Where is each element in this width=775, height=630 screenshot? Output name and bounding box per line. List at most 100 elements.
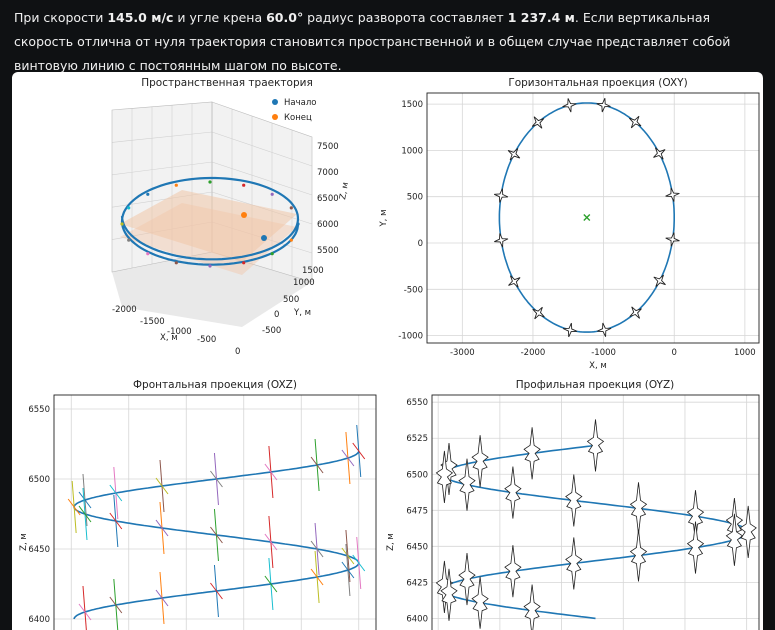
aircraft-marker	[146, 252, 150, 256]
aircraft-marker	[440, 568, 458, 621]
aircraft-marker	[532, 306, 545, 320]
wing-mark	[264, 533, 278, 551]
z-tick: 6500	[317, 194, 339, 204]
y-tick-label: 6475	[406, 506, 428, 516]
speed-value: 145.0 м/с	[107, 10, 174, 25]
wing-mark	[155, 477, 169, 495]
legend-end-label: Конец	[284, 113, 312, 123]
wing-mark	[109, 512, 123, 530]
y-tick-label: 6450	[406, 542, 428, 552]
aircraft-marker	[725, 513, 744, 566]
wing-mark	[82, 585, 87, 630]
wing-mark	[310, 456, 324, 474]
aircraft-marker	[586, 419, 605, 472]
wing-mark	[155, 589, 169, 607]
y-tick-label: 6400	[28, 615, 50, 625]
aircraft-marker	[494, 233, 509, 248]
wing-mark	[67, 498, 81, 516]
aircraft-marker	[507, 148, 521, 161]
y-tick-label: 6425	[406, 578, 428, 588]
aircraft-marker	[289, 238, 293, 242]
aircraft-marker	[565, 474, 583, 527]
aircraft-marker	[565, 537, 583, 590]
wing-mark	[210, 582, 223, 600]
description-text: При скорости 145.0 м/с и угле крена 60.0…	[14, 10, 731, 73]
chart-3d-start-point	[261, 235, 267, 241]
z-tick: 7500	[317, 142, 339, 152]
aircraft-marker	[289, 206, 293, 210]
y-tick-label: 0	[418, 239, 423, 249]
aircraft-marker	[127, 206, 131, 210]
aircraft-marker	[562, 98, 577, 113]
x-tick-label: -2000	[521, 348, 546, 358]
aircraft-marker	[127, 238, 131, 242]
x-axis-label: X, м	[160, 333, 178, 343]
wing-mark	[78, 603, 92, 621]
x-tick-label: 0	[672, 348, 677, 358]
aircraft-marker	[653, 274, 666, 288]
radius-value: 1 237.4 м	[507, 10, 575, 25]
chart-3d-title: Пространственная траектория	[141, 77, 313, 89]
chart-oxz-title: Фронтальная проекция (OXZ)	[133, 379, 297, 391]
aircraft-marker	[596, 98, 611, 113]
x-tick-label: -3000	[450, 348, 475, 358]
wing-mark	[341, 547, 355, 565]
aircraft-marker	[504, 466, 522, 519]
y-tick-label: 6400	[406, 614, 428, 624]
aircraft-marker	[629, 529, 648, 582]
wing-mark	[109, 596, 123, 614]
z-tick: 7000	[317, 168, 339, 178]
x-tick: -1500	[140, 317, 165, 327]
grid-line	[211, 131, 313, 167]
grid-line	[211, 161, 313, 196]
grid-line	[111, 131, 213, 143]
y-tick-label: 500	[407, 193, 423, 203]
aircraft-marker	[508, 275, 521, 288]
aircraft-marker	[686, 521, 705, 574]
wing-mark	[264, 463, 278, 481]
oyz-y-label: Z, м	[386, 533, 396, 551]
chart-oxy-title: Горизонтальная проекция (OXY)	[508, 77, 687, 89]
chart-oxz: Фронтальная проекция (OXZ) 6400 6450 6500 6…	[19, 379, 377, 630]
y-axis-label: Y, м	[293, 308, 311, 318]
aircraft-marker	[146, 192, 150, 196]
x-tick: 0	[235, 347, 240, 357]
chart-oyz: Профильная проекция (OYZ) 6400 6425 6450 64…	[386, 379, 760, 630]
y-tick-label: 6550	[28, 405, 50, 415]
wing-mark	[210, 526, 223, 544]
oxy-y-label: Y, м	[379, 209, 389, 227]
x-tick: -1000	[167, 327, 192, 337]
aircraft-marker	[665, 187, 680, 202]
y-tick-label: 1000	[401, 146, 423, 156]
wing-mark	[155, 519, 169, 537]
chart-3d: Пространственная траектория Начало Конец…	[111, 77, 351, 357]
aircraft-marker	[120, 222, 124, 226]
x-tick: -500	[197, 335, 216, 345]
y-tick: 1000	[293, 278, 315, 288]
oxy-x-label: X, м	[589, 361, 607, 371]
aircraft-marker	[208, 180, 212, 184]
y-tick-label: -1000	[398, 332, 423, 342]
x-tick-label: 1000	[734, 348, 756, 358]
grid-line	[111, 161, 213, 176]
z-axis-label: Z, м	[338, 181, 351, 200]
aircraft-marker	[435, 450, 454, 503]
aircraft-marker	[494, 188, 509, 203]
y-tick: 500	[283, 295, 299, 305]
y-tick-label: 6500	[28, 475, 50, 485]
chart-3d-end-point	[241, 212, 247, 218]
y-tick-label: 6500	[406, 470, 428, 480]
aircraft-marker	[628, 115, 642, 129]
aircraft-marker	[523, 584, 541, 630]
aircraft-marker	[270, 252, 274, 256]
wing-mark	[264, 575, 278, 593]
y-tick-label: 6450	[28, 545, 50, 555]
bank-value: 60.0°	[266, 10, 304, 25]
aircraft-marker	[242, 261, 246, 265]
y-tick-label: 6550	[406, 398, 428, 408]
aircraft-marker	[739, 505, 757, 558]
aircraft-marker	[531, 116, 545, 129]
aircraft-marker	[653, 147, 666, 160]
wing-mark	[352, 442, 366, 460]
x-tick: -2000	[112, 305, 137, 315]
